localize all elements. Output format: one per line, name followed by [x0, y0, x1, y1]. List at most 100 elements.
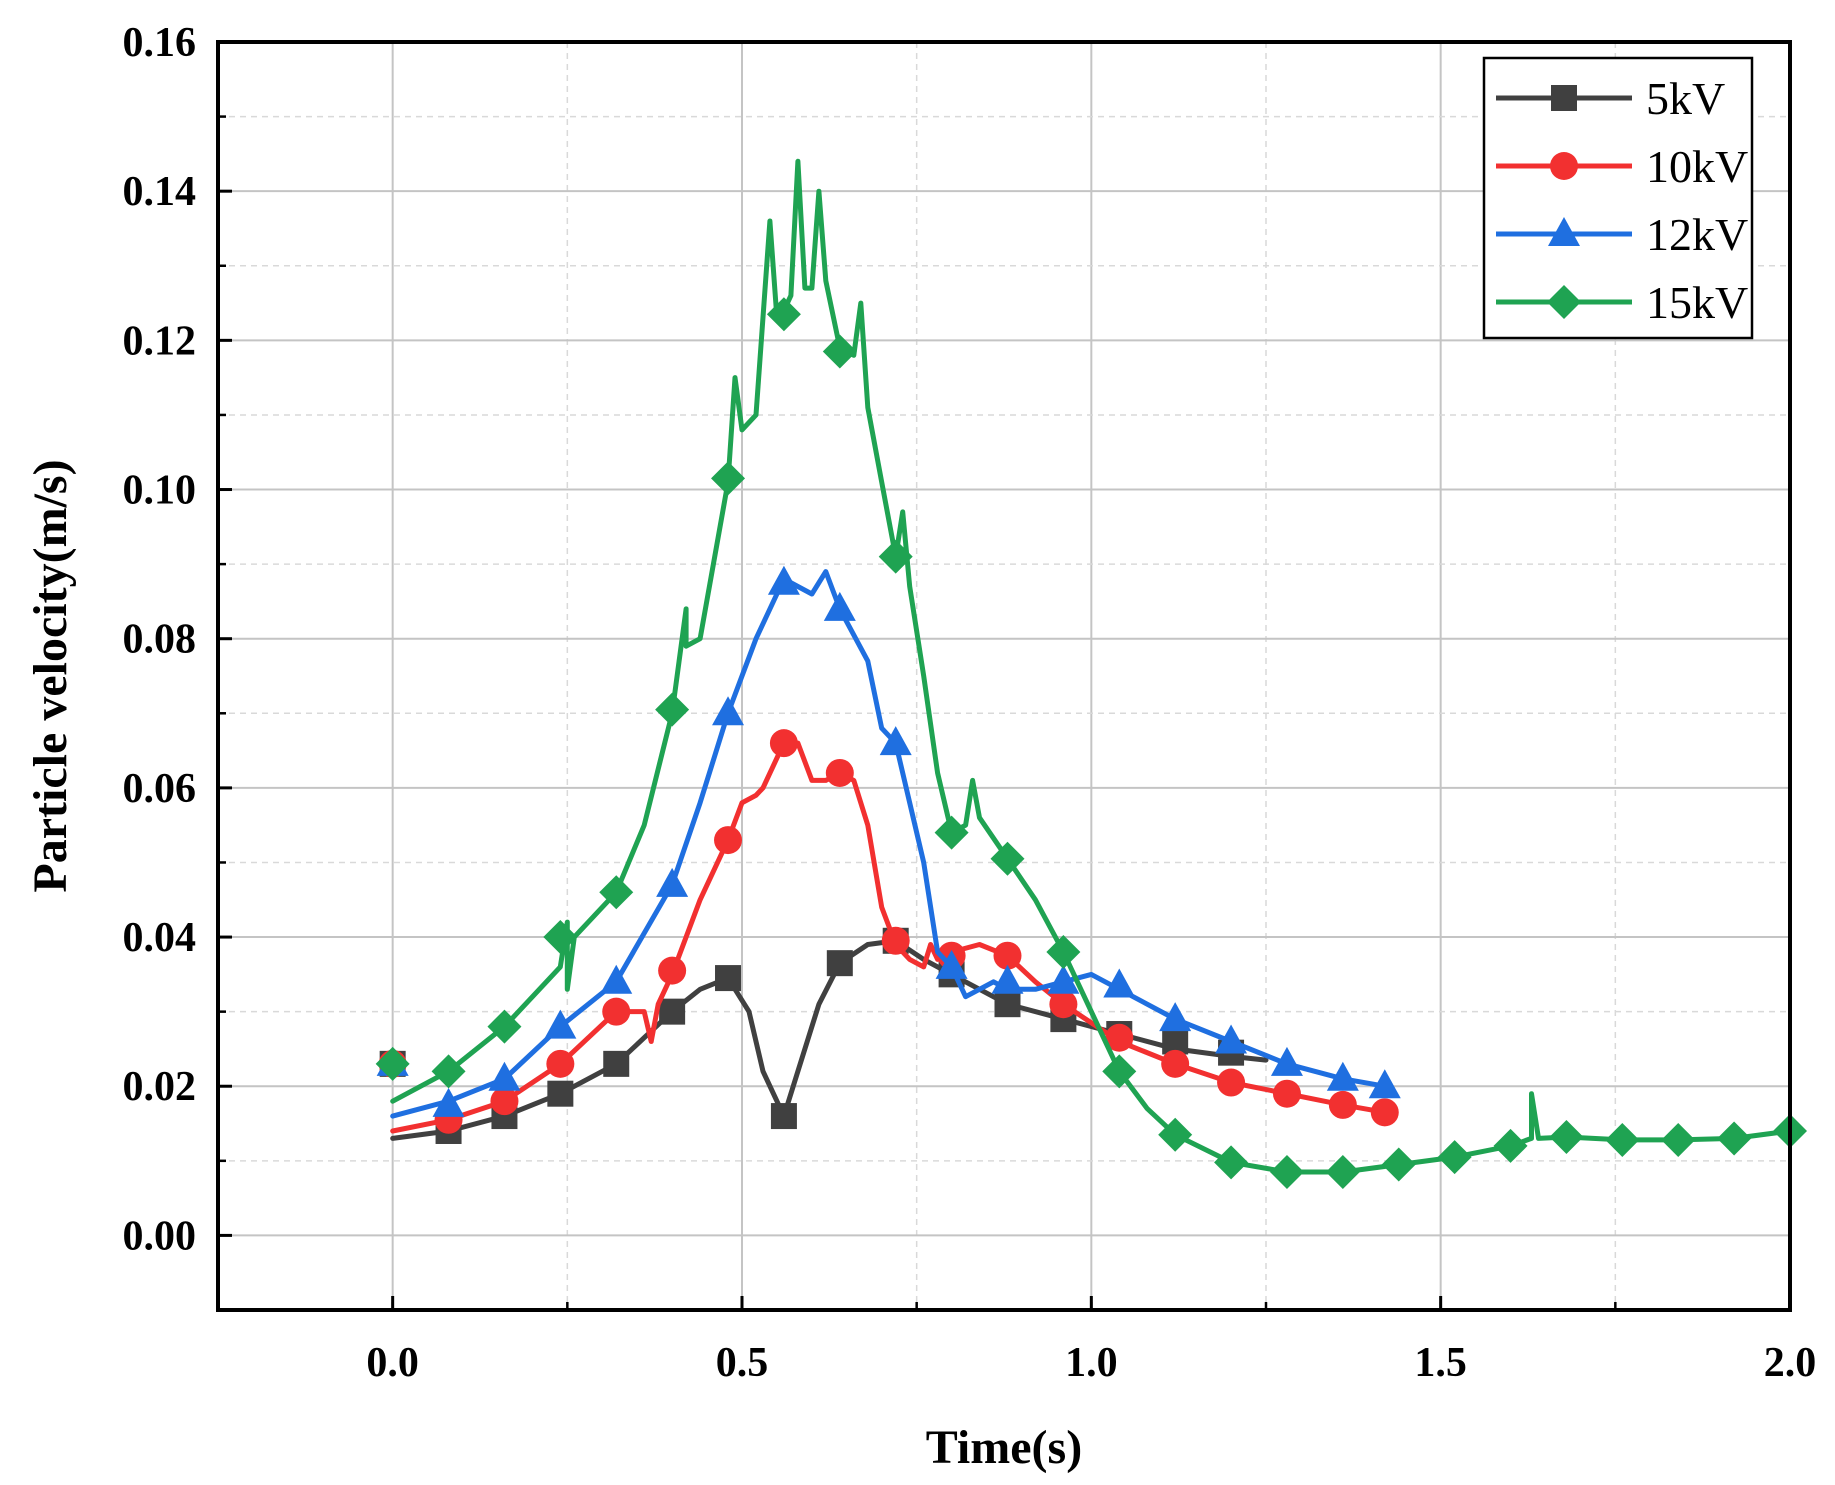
data-point-12kV: [823, 591, 856, 621]
data-point-15kV: [1046, 934, 1081, 969]
x-tick-label: 0.0: [366, 1340, 419, 1386]
y-tick-label: 0.06: [123, 766, 197, 812]
data-point-12kV: [1159, 1002, 1192, 1032]
data-point-12kV: [656, 867, 689, 897]
legend: 5kV 10kV 12kV 15kV: [1482, 56, 1754, 340]
data-point-5kV: [826, 950, 853, 977]
legend-label: 15kV: [1646, 277, 1748, 328]
tick-labels: 0.0 0.5 1.0 1.5 2.0 0.00 0.02 0.04 0.06 0.08 0.10 0…: [123, 20, 1817, 1386]
data-point-15kV: [1437, 1140, 1472, 1175]
legend-label: 12kV: [1646, 209, 1748, 260]
data-point-15kV: [1717, 1121, 1752, 1156]
data-point-10kV: [1328, 1090, 1357, 1119]
data-point-12kV: [1215, 1024, 1248, 1054]
data-point-15kV: [711, 461, 746, 496]
data-point-10kV: [1370, 1098, 1399, 1127]
data-point-15kV: [1158, 1117, 1193, 1152]
data-point-12kV: [1326, 1061, 1359, 1091]
x-tick-label: 1.0: [1065, 1340, 1118, 1386]
data-point-10kV: [658, 956, 687, 985]
y-axis-title: Particle velocity(m/s): [24, 459, 77, 892]
data-point-12kV: [767, 565, 800, 595]
data-point-10kV: [993, 941, 1022, 970]
data-point-10kV: [881, 926, 910, 955]
data-point-10kV: [1217, 1068, 1246, 1097]
data-point-15kV: [1549, 1119, 1584, 1154]
y-tick-label: 0.14: [123, 169, 197, 215]
data-point-10kV: [825, 758, 854, 787]
x-tick-label: 1.5: [1414, 1340, 1467, 1386]
y-tick-label: 0.12: [123, 318, 197, 364]
data-point-5kV: [715, 965, 742, 992]
data-point-15kV: [1381, 1147, 1416, 1182]
data-point-15kV: [878, 539, 913, 574]
data-point-12kV: [544, 1009, 577, 1039]
data-point-15kV: [1661, 1122, 1696, 1157]
data-point-15kV: [599, 875, 634, 910]
series-layer: [375, 158, 1807, 1190]
data-point-15kV: [1102, 1054, 1137, 1089]
data-point-10kV: [546, 1049, 575, 1078]
data-point-15kV: [822, 334, 857, 369]
axis-ticks: [218, 40, 1792, 1310]
y-tick-label: 0.04: [123, 915, 197, 961]
data-point-5kV: [603, 1050, 630, 1077]
data-point-5kV: [659, 998, 686, 1025]
data-point-12kV: [600, 964, 633, 994]
data-point-12kV: [1270, 1046, 1303, 1076]
data-point-15kV: [1269, 1155, 1304, 1190]
data-point-12kV: [712, 696, 745, 726]
data-point-15kV: [1493, 1128, 1528, 1163]
data-point-15kV: [1605, 1122, 1640, 1157]
legend-marker: [1548, 217, 1580, 246]
legend-label: 10kV: [1646, 141, 1748, 192]
data-point-10kV: [1272, 1079, 1301, 1108]
y-tick-label: 0.08: [123, 617, 197, 663]
data-point-15kV: [655, 692, 690, 727]
data-point-10kV: [1049, 990, 1078, 1019]
data-point-10kV: [1105, 1023, 1134, 1052]
x-axis-title: Time(s): [926, 1421, 1082, 1474]
data-point-5kV: [547, 1080, 574, 1107]
data-point-12kV: [1047, 964, 1080, 994]
data-point-5kV: [994, 991, 1021, 1018]
y-tick-label: 0.16: [123, 20, 197, 66]
data-point-12kV: [1368, 1069, 1401, 1099]
legend-marker: [1547, 285, 1581, 319]
y-tick-label: 0.00: [123, 1213, 197, 1259]
y-tick-label: 0.10: [123, 468, 197, 514]
data-point-12kV: [879, 726, 912, 756]
data-point-15kV: [375, 1046, 410, 1081]
data-point-15kV: [487, 1009, 522, 1044]
x-tick-label: 0.5: [716, 1340, 769, 1386]
plot-frame: [216, 40, 1792, 1312]
data-point-15kV: [1214, 1145, 1249, 1180]
data-point-12kV: [935, 949, 968, 979]
data-point-10kV: [490, 1087, 519, 1116]
series-12kV: [376, 565, 1401, 1119]
y-tick-label: 0.02: [123, 1064, 197, 1110]
legend-item-5kV: 5kV: [1496, 73, 1725, 124]
data-point-10kV: [769, 729, 798, 758]
data-point-15kV: [431, 1054, 466, 1089]
series-15kV: [375, 158, 1807, 1190]
data-point-12kV: [432, 1087, 465, 1117]
legend-item-10kV: 10kV: [1496, 141, 1748, 192]
data-point-12kV: [991, 964, 1024, 994]
data-point-15kV: [766, 297, 801, 332]
data-point-12kV: [1103, 968, 1136, 998]
data-point-12kV: [488, 1061, 521, 1091]
legend-marker: [1550, 152, 1578, 180]
data-point-15kV: [1325, 1155, 1360, 1190]
data-point-15kV: [934, 815, 969, 850]
legend-marker: [1551, 85, 1577, 111]
legend-box: [1482, 56, 1754, 340]
legend-item-15kV: 15kV: [1496, 277, 1748, 328]
data-point-10kV: [1161, 1049, 1190, 1078]
x-tick-label: 2.0: [1764, 1340, 1817, 1386]
data-point-10kV: [714, 826, 743, 855]
legend-item-12kV: 12kV: [1496, 209, 1748, 260]
data-point-5kV: [770, 1103, 797, 1130]
legend-label: 5kV: [1646, 73, 1725, 124]
